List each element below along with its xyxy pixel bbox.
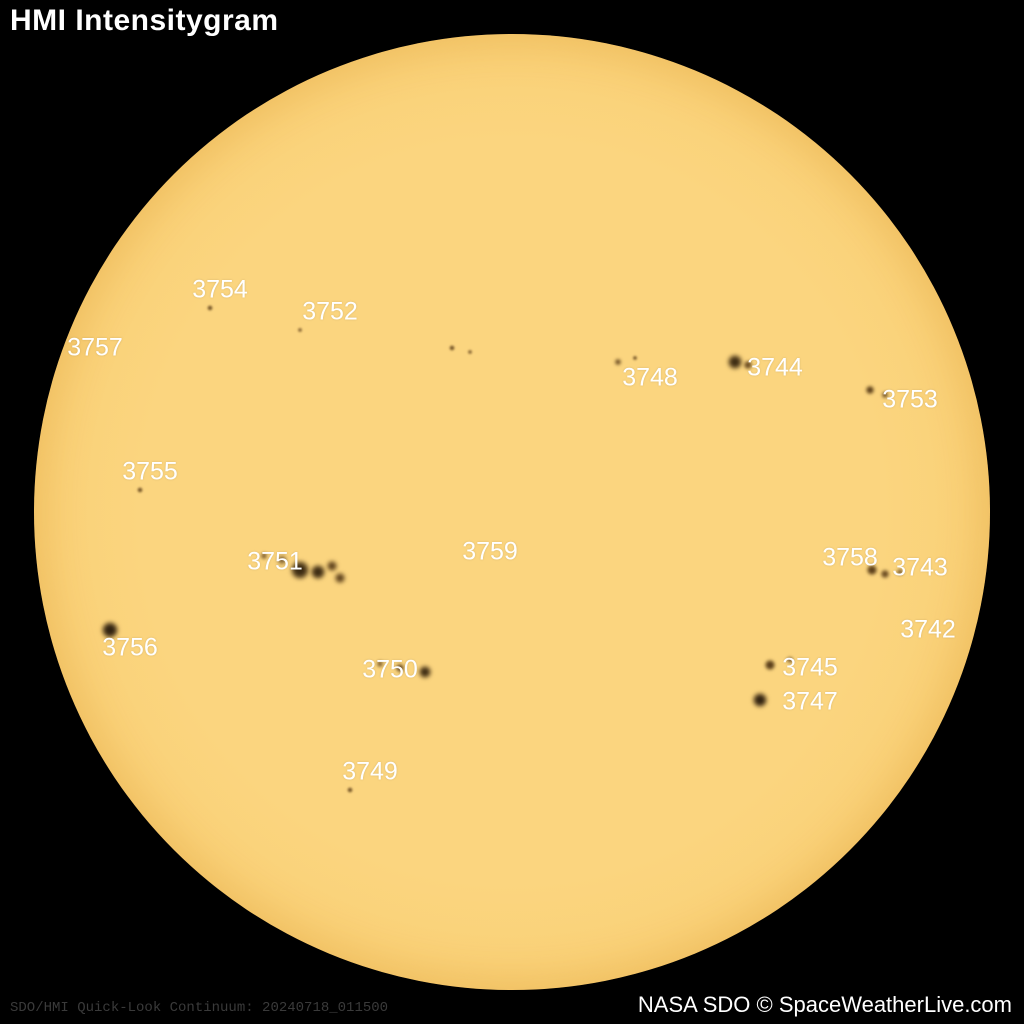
solar-intensitygram: 3754 3752 3757 3748 3744 3753 3755 3751 3759 3758… [0, 0, 1024, 1024]
sunspot [866, 386, 874, 394]
sunspot [615, 359, 621, 365]
region-label-3758: 3758 [822, 544, 878, 573]
sunspot [881, 570, 889, 578]
sunspot [633, 356, 637, 360]
region-label-3757: 3757 [67, 334, 123, 363]
region-label-3744: 3744 [747, 354, 803, 383]
sunspot [208, 306, 213, 311]
timestamp-caption: SDO/HMI Quick-Look Continuum: 20240718_0… [10, 1000, 388, 1016]
attribution: NASA SDO © SpaceWeatherLive.com [638, 992, 1012, 1018]
region-label-3748: 3748 [622, 364, 678, 393]
region-label-3742: 3742 [900, 616, 956, 645]
sunspot [335, 573, 345, 583]
sunspot [753, 693, 767, 707]
sunspot [419, 666, 431, 678]
sunspot [311, 565, 325, 579]
sunspot [450, 346, 455, 351]
sunspot [298, 328, 302, 332]
region-label-3755: 3755 [122, 458, 178, 487]
region-label-3747: 3747 [782, 688, 838, 717]
region-label-3759: 3759 [462, 538, 518, 567]
sunspot [765, 660, 775, 670]
region-label-3751: 3751 [247, 548, 303, 577]
region-label-3754: 3754 [192, 276, 248, 305]
sunspot [348, 788, 353, 793]
image-title: HMI Intensitygram [10, 4, 279, 38]
region-label-3749: 3749 [342, 758, 398, 787]
region-label-3756: 3756 [102, 634, 158, 663]
region-label-3745: 3745 [782, 654, 838, 683]
sunspot [138, 488, 143, 493]
sunspot [327, 561, 337, 571]
region-label-3753: 3753 [882, 386, 938, 415]
region-label-3752: 3752 [302, 298, 358, 327]
sunspot [468, 350, 472, 354]
solar-disk [34, 34, 990, 990]
region-label-3750: 3750 [362, 656, 418, 685]
region-label-3743: 3743 [892, 554, 948, 583]
sunspot [728, 355, 742, 369]
